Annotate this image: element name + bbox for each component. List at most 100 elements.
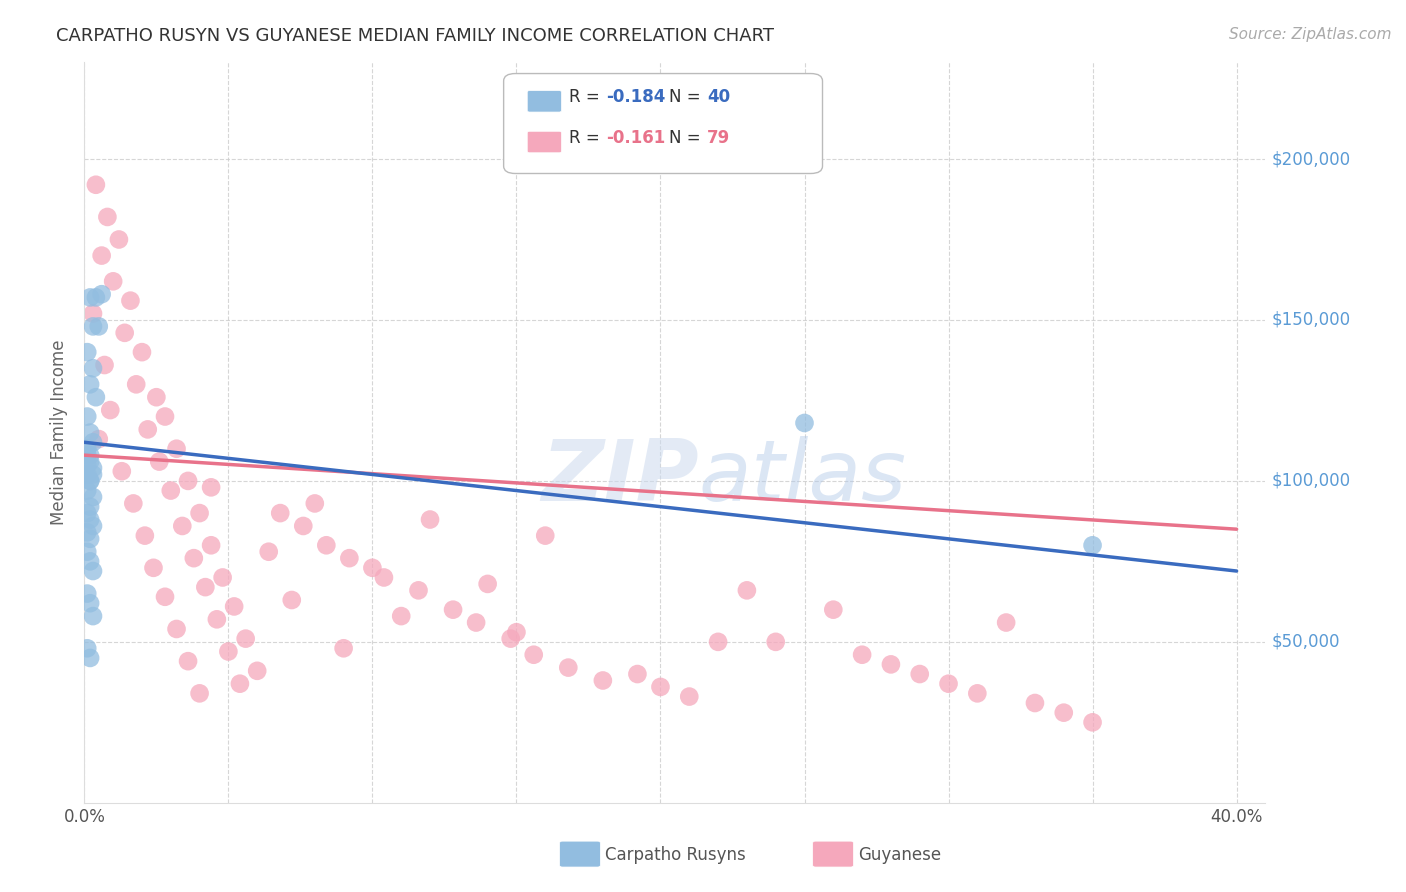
Point xyxy=(79,448,101,462)
Point xyxy=(166,442,188,456)
Point xyxy=(136,422,159,436)
Point xyxy=(389,609,412,624)
Point xyxy=(82,490,104,504)
Point xyxy=(159,483,181,498)
Point xyxy=(304,496,326,510)
Text: $50,000: $50,000 xyxy=(1271,632,1340,651)
Text: CARPATHO RUSYN VS GUYANESE MEDIAN FAMILY INCOME CORRELATION CHART: CARPATHO RUSYN VS GUYANESE MEDIAN FAMILY… xyxy=(56,27,775,45)
Point xyxy=(131,345,153,359)
Point xyxy=(90,287,112,301)
Text: $200,000: $200,000 xyxy=(1271,150,1350,168)
Point xyxy=(880,657,903,672)
Point xyxy=(153,590,176,604)
Point xyxy=(76,545,98,559)
Point xyxy=(79,512,101,526)
Point xyxy=(79,377,101,392)
Point xyxy=(96,210,118,224)
Point xyxy=(79,554,101,568)
Point xyxy=(523,648,546,662)
Point xyxy=(211,570,233,584)
Point xyxy=(1081,538,1104,552)
Point xyxy=(1053,706,1076,720)
Point xyxy=(765,635,787,649)
Point xyxy=(82,319,104,334)
Text: $150,000: $150,000 xyxy=(1271,311,1350,329)
Point xyxy=(200,538,222,552)
Point xyxy=(995,615,1018,630)
Point xyxy=(87,432,110,446)
Point xyxy=(79,425,101,440)
Point xyxy=(114,326,136,340)
Point xyxy=(1024,696,1046,710)
Point xyxy=(499,632,522,646)
FancyBboxPatch shape xyxy=(503,73,823,173)
Point xyxy=(337,551,360,566)
Point xyxy=(82,564,104,578)
Point xyxy=(82,306,104,320)
Point xyxy=(76,448,98,462)
Point xyxy=(76,525,98,540)
Point xyxy=(79,532,101,546)
Point xyxy=(142,561,165,575)
Text: atlas: atlas xyxy=(699,435,907,518)
Point xyxy=(82,461,104,475)
FancyBboxPatch shape xyxy=(527,91,561,112)
Point xyxy=(111,464,134,478)
Point xyxy=(148,454,170,468)
Point xyxy=(76,409,98,424)
Point xyxy=(315,538,337,552)
Point xyxy=(76,442,98,456)
Point xyxy=(229,676,252,690)
Point xyxy=(76,506,98,520)
Text: Guyanese: Guyanese xyxy=(858,846,941,863)
Point xyxy=(505,625,527,640)
Point xyxy=(76,641,98,656)
Point xyxy=(125,377,148,392)
Point xyxy=(408,583,430,598)
Point xyxy=(678,690,700,704)
Point xyxy=(79,454,101,468)
Point xyxy=(177,654,200,668)
Point xyxy=(626,667,648,681)
Point xyxy=(122,496,145,510)
Point xyxy=(93,358,115,372)
Point xyxy=(908,667,931,681)
Point xyxy=(257,545,280,559)
FancyBboxPatch shape xyxy=(527,131,561,153)
Point xyxy=(823,602,845,616)
Point xyxy=(76,586,98,600)
Y-axis label: Median Family Income: Median Family Income xyxy=(51,340,69,525)
Point xyxy=(76,483,98,498)
Point xyxy=(84,290,107,304)
Point xyxy=(235,632,257,646)
Point xyxy=(82,519,104,533)
Point xyxy=(793,416,815,430)
Point xyxy=(98,403,121,417)
Point xyxy=(79,500,101,514)
Point xyxy=(735,583,758,598)
Point xyxy=(183,551,205,566)
Text: ZIP: ZIP xyxy=(541,435,699,518)
Point xyxy=(79,596,101,610)
Point xyxy=(79,290,101,304)
Point xyxy=(87,319,110,334)
Point xyxy=(650,680,672,694)
Point xyxy=(246,664,269,678)
Point xyxy=(224,599,246,614)
Point xyxy=(145,390,167,404)
Point xyxy=(851,648,873,662)
Point xyxy=(79,474,101,488)
Text: -0.184: -0.184 xyxy=(606,88,666,106)
Point xyxy=(966,686,988,700)
Text: N =: N = xyxy=(669,88,706,106)
Text: Source: ZipAtlas.com: Source: ZipAtlas.com xyxy=(1229,27,1392,42)
Point xyxy=(269,506,291,520)
Point xyxy=(82,467,104,482)
Point xyxy=(166,622,188,636)
Text: R =: R = xyxy=(568,88,605,106)
Point xyxy=(120,293,142,308)
Text: Carpatho Rusyns: Carpatho Rusyns xyxy=(605,846,745,863)
Point xyxy=(82,361,104,376)
Point xyxy=(1081,715,1104,730)
Point xyxy=(153,409,176,424)
